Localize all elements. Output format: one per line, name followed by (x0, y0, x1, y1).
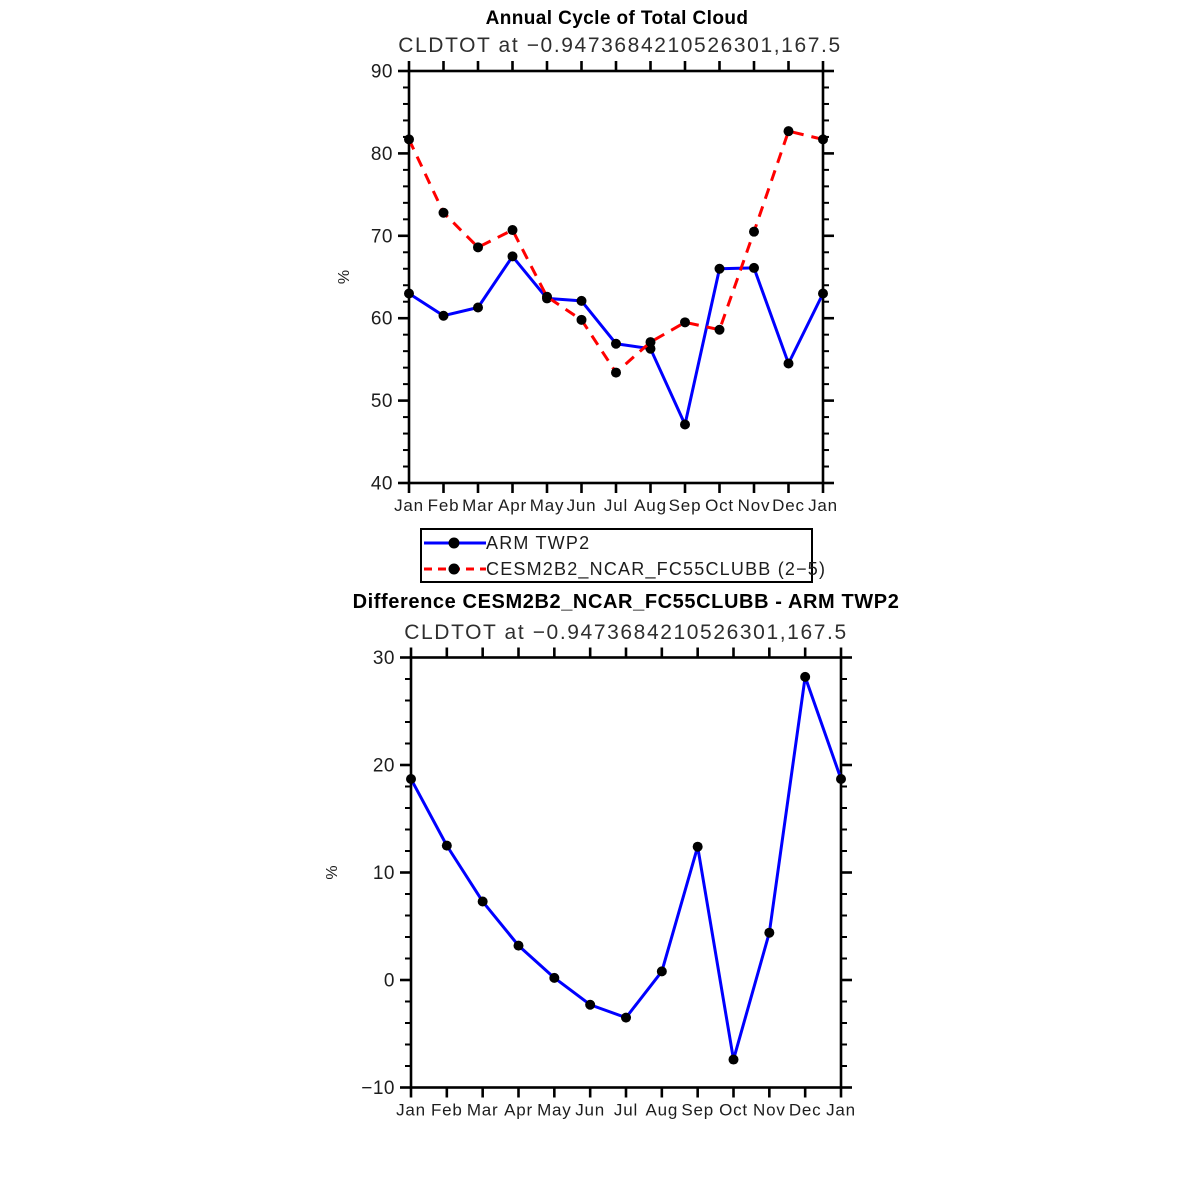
x-tick-label: Oct (705, 496, 734, 515)
x-tick-label: May (537, 1101, 572, 1120)
data-point-marker (585, 999, 596, 1010)
x-tick-label: Sep (669, 496, 702, 515)
data-point-marker (645, 337, 656, 348)
x-tick-label: Mar (462, 496, 494, 515)
data-point-marker (513, 940, 524, 951)
data-point-marker (473, 242, 483, 253)
data-point-marker (749, 262, 759, 273)
x-tick-label: Sep (681, 1101, 714, 1120)
data-point-marker (749, 226, 759, 237)
legend-entry-obs: ARM TWP2 (424, 530, 811, 555)
y-tick-label: 70 (371, 226, 393, 247)
x-tick-label: Jan (394, 496, 424, 515)
legend-entry-model: CESM2B2_NCAR_FC55CLUBB (2−5) (424, 556, 825, 581)
data-point-marker (438, 207, 449, 218)
data-point-marker (611, 367, 621, 378)
y-tick-label: 50 (371, 391, 393, 412)
data-point-marker (714, 263, 725, 274)
series-line-0 (409, 675, 843, 1062)
data-point-marker (576, 314, 587, 325)
y-tick-label: 80 (371, 144, 393, 165)
data-point-marker (680, 419, 690, 430)
y-tick-label: 30 (373, 648, 395, 669)
data-point-marker (507, 225, 518, 236)
data-point-marker (692, 841, 703, 852)
legend-line-sample-solid-icon (424, 537, 486, 548)
y-axis-unit-label: % (336, 270, 353, 284)
data-point-marker (542, 291, 552, 302)
data-point-marker (549, 972, 560, 983)
y-tick-label: 60 (371, 309, 393, 330)
diff-chart-title: Difference CESM2B2_NCAR_FC55CLUBB - ARM … (352, 591, 900, 613)
x-tick-label: Nov (753, 1101, 786, 1120)
data-point-marker (818, 134, 828, 145)
data-point-marker (441, 840, 452, 851)
series-line-1 (407, 129, 824, 375)
top-chart-subtitle: CLDTOT at −0.9473684210526301,167.5 (398, 34, 842, 57)
x-tick-label: Aug (646, 1101, 679, 1120)
data-point-marker (656, 966, 667, 977)
y-axis-unit-label: % (324, 865, 341, 879)
data-point-marker (783, 358, 794, 369)
y-tick-label: 20 (373, 756, 395, 777)
top-chart-title: Annual Cycle of Total Cloud (485, 8, 749, 29)
y-tick-label: 90 (371, 62, 393, 83)
x-tick-label: Jan (396, 1101, 426, 1120)
y-tick-label: 0 (384, 971, 395, 992)
data-point-marker (783, 126, 794, 137)
legend-line-sample-dashed-icon (424, 563, 486, 574)
data-point-marker (406, 773, 416, 784)
x-tick-label: Jun (575, 1101, 605, 1120)
x-tick-label: Feb (431, 1101, 463, 1120)
x-tick-label: Apr (498, 496, 527, 515)
x-tick-label: Apr (504, 1101, 533, 1120)
data-point-marker (404, 134, 414, 145)
x-tick-label: Dec (789, 1101, 822, 1120)
data-point-marker (473, 302, 483, 313)
data-point-marker (477, 896, 488, 907)
legend-box: ARM TWP2 CESM2B2_NCAR_FC55CLUBB (2−5) (420, 528, 825, 583)
data-point-marker (621, 1012, 631, 1023)
y-tick-label: 10 (373, 863, 395, 884)
x-tick-label: Mar (467, 1101, 499, 1120)
x-tick-label: Jan (808, 496, 838, 515)
data-point-marker (818, 288, 828, 299)
data-point-marker (404, 288, 414, 299)
data-point-marker (728, 1054, 739, 1065)
x-tick-label: Oct (719, 1101, 748, 1120)
data-point-marker (507, 251, 518, 262)
x-tick-label: Nov (738, 496, 771, 515)
data-point-marker (611, 338, 621, 349)
x-tick-label: Jul (604, 496, 628, 515)
data-point-marker (680, 317, 690, 328)
y-tick-label: 40 (371, 474, 393, 495)
x-tick-label: Dec (772, 496, 805, 515)
legend-label-obs: ARM TWP2 (486, 532, 591, 553)
data-point-marker (576, 295, 587, 306)
x-tick-label: Jun (567, 496, 597, 515)
x-tick-label: May (530, 496, 565, 515)
x-tick-label: Jul (614, 1101, 638, 1120)
data-point-marker (836, 773, 846, 784)
data-point-marker (800, 671, 811, 682)
data-point-marker (438, 310, 449, 321)
difference-chart: −10 0 10 20 30 Jan Feb Mar Apr May Jun Jul Aug Sep Oct… (324, 647, 856, 1120)
plot-box (407, 69, 825, 485)
x-tick-label: Jan (826, 1101, 856, 1120)
diff-chart-subtitle: CLDTOT at −0.9473684210526301,167.5 (404, 621, 848, 644)
data-point-marker (714, 324, 725, 335)
x-tick-label: Feb (428, 496, 460, 515)
data-point-marker (764, 927, 775, 938)
legend-label-model: CESM2B2_NCAR_FC55CLUBB (2−5) (486, 558, 827, 579)
y-tick-label: −10 (361, 1078, 395, 1099)
x-tick-label: Aug (634, 496, 667, 515)
